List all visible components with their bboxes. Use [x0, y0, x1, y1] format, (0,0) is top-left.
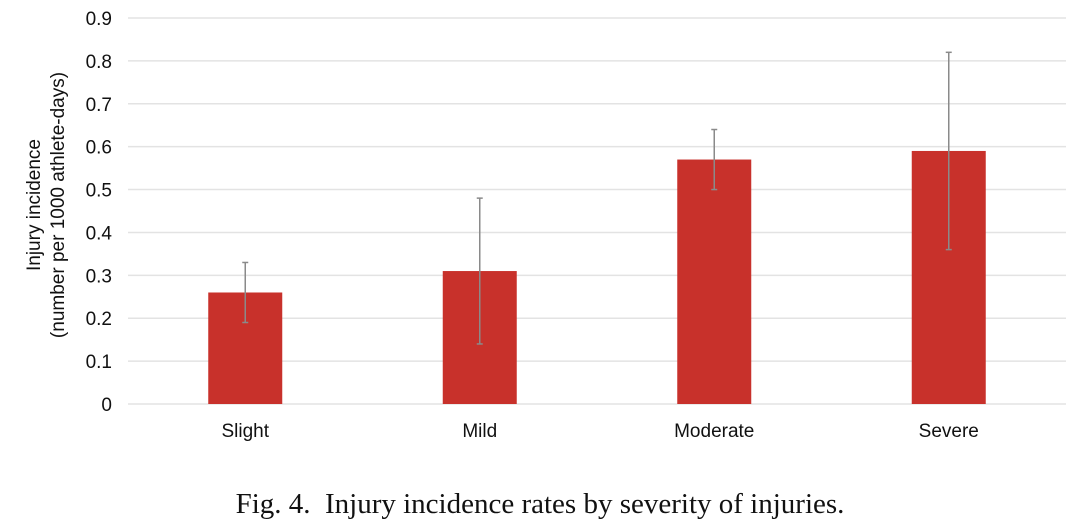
- y-tick-label: 0.7: [86, 95, 112, 116]
- x-tick-label: Slight: [221, 421, 269, 442]
- bar-moderate: [677, 159, 752, 404]
- error-bars: [242, 51, 952, 345]
- x-tick-label: Severe: [919, 421, 979, 442]
- y-tick-label: 0.1: [86, 352, 112, 373]
- x-tick-label: Mild: [462, 421, 497, 442]
- y-tick-label: 0.9: [86, 9, 112, 30]
- x-tick-labels: Slight Mild Moderate Severe: [221, 421, 978, 442]
- y-tick-labels: 0 0.1 0.2 0.3 0.4 0.5 0.6 0.7 0.8 0.9: [86, 9, 113, 416]
- y-axis-title: Injury incidence (number per 1000 athlet…: [24, 72, 69, 338]
- y-tick-label: 0.3: [86, 266, 112, 287]
- y-axis-label-line1: Injury incidence: [24, 139, 45, 271]
- y-tick-label: 0: [101, 395, 112, 416]
- y-tick-label: 0.4: [86, 223, 113, 244]
- figure-caption: Fig. 4. Injury incidence rates by severi…: [235, 488, 845, 520]
- y-tick-label: 0.6: [86, 138, 112, 159]
- y-tick-label: 0.8: [86, 52, 112, 73]
- y-tick-label: 0.5: [86, 181, 112, 202]
- y-tick-label: 0.2: [86, 309, 112, 330]
- bar-chart: 0 0.1 0.2 0.3 0.4 0.5 0.6 0.7 0.8 0.9 Slight Mild M…: [24, 9, 1066, 442]
- x-tick-label: Moderate: [674, 421, 754, 442]
- gridlines: [128, 17, 1066, 405]
- y-axis-label-line2: (number per 1000 athlete-days): [48, 72, 69, 338]
